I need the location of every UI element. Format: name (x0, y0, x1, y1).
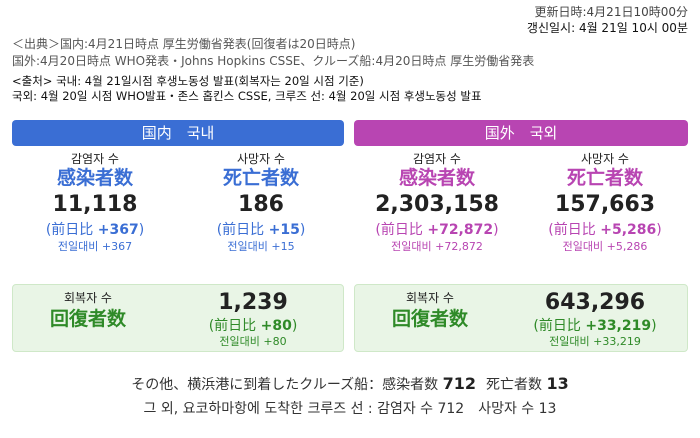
stat-diff: (前日比 +367) (45, 222, 145, 238)
stat-label-jp: 死亡者数 (222, 167, 299, 189)
update-timestamp: 更新日時:4月21日10時00分 갱신일시: 4월 21일 10시 00분 (527, 4, 688, 36)
intl-recovered-box: 회복자 수 回復者数 643,296 (前日比 +33,219) 전일대비 +3… (354, 284, 688, 352)
stat-diff-kr: 전일대비 +367 (57, 240, 133, 253)
domestic-recovered-box: 회복자 수 回復者数 1,239 (前日比 +80) 전일대비 +80 (12, 284, 344, 352)
recovered-figures: 643,296 (前日比 +33,219) 전일대비 +33,219 (505, 289, 685, 349)
stat-label-jp: 回復者数 (391, 308, 468, 330)
stat-diff-kr: 전일대비 +72,872 (391, 240, 483, 253)
recovered-label: 회복자 수 回復者数 (13, 291, 163, 332)
source-intl-jp: 国外:4月20日時点 WHO発表・Johns Hopkins CSSE、クルーズ… (12, 54, 535, 68)
stat-label-kr: 회복자 수 (406, 291, 454, 305)
stat-value: 11,118 (52, 192, 138, 217)
stat-label-kr: 감염자 수 (71, 152, 119, 166)
stat-label-kr: 회복자 수 (64, 291, 112, 305)
stat-diff: (前日比 +15) (216, 222, 306, 238)
stat-diff-kr: 전일대비 +15 (227, 240, 295, 253)
stat-value: 643,296 (544, 290, 646, 315)
stat-diff: (前日比 +33,219) (533, 318, 657, 334)
stat-label-kr: 사망자 수 (581, 152, 629, 166)
update-time-jp: 更新日時:4月21日10時00分 (534, 5, 689, 19)
source-notes: ＜出典＞国内:4月21日時点 厚生労働省発表(回復者は20日時点) 国外:4月2… (12, 36, 612, 104)
stat-diff: (前日比 +72,872) (375, 222, 499, 238)
source-kr-line2: 국외: 4월 20일 시점 WHO발표・존스 홉킨스 CSSE, 크루즈 선: … (12, 89, 482, 103)
stat-label-jp: 死亡者数 (566, 167, 643, 189)
stat-label-jp: 感染者数 (398, 167, 475, 189)
stat-value: 157,663 (554, 192, 656, 217)
recovered-label: 회복자 수 回復者数 (355, 291, 505, 332)
stat-label-kr: 사망자 수 (237, 152, 285, 166)
stat-value: 186 (238, 192, 284, 217)
intl-infected-stat: 감염자 수 感染者数 2,303,158 (前日比 +72,872) 전일대비 … (354, 152, 520, 254)
stat-label-kr: 감염자 수 (413, 152, 461, 166)
update-time-kr: 갱신일시: 4월 21일 10시 00분 (526, 21, 688, 35)
stat-label-jp: 感染者数 (56, 167, 133, 189)
stat-diff-kr: 전일대비 +5,286 (562, 240, 648, 253)
stat-label-jp: 回復者数 (49, 308, 126, 330)
stat-diff-kr: 전일대비 +33,219 (549, 335, 641, 348)
domestic-header: 国内 국내 (12, 120, 344, 146)
stat-value: 1,239 (218, 290, 288, 315)
stat-diff: (前日比 +5,286) (548, 222, 662, 238)
cruise-ship-note-jp: その他、横浜港に到着したクルーズ船：感染者数 712 死亡者数 13 (131, 374, 569, 393)
recovered-figures: 1,239 (前日比 +80) 전일대비 +80 (163, 289, 343, 349)
domestic-deaths-stat: 사망자 수 死亡者数 186 (前日比 +15) 전일대비 +15 (178, 152, 344, 254)
source-kr-line1: <출처> 국내: 4월 21일시점 후생노동성 발표(회복자는 20일 시점 기… (12, 74, 364, 88)
domestic-infected-stat: 감염자 수 感染者数 11,118 (前日比 +367) 전일대비 +367 (12, 152, 178, 254)
stat-diff-kr: 전일대비 +80 (219, 335, 287, 348)
intl-deaths-stat: 사망자 수 死亡者数 157,663 (前日比 +5,286) 전일대비 +5,… (522, 152, 688, 254)
source-domestic-jp: ＜出典＞国内:4月21日時点 厚生労働省発表(回復者は20日時点) (12, 37, 356, 51)
cruise-ship-note-kr: 그 외, 요코하마항에 도착한 크루즈 선 : 감염자 수 712 사망자 수 … (143, 401, 557, 417)
stat-diff: (前日比 +80) (208, 318, 298, 334)
stat-value: 2,303,158 (375, 192, 499, 217)
international-header: 国外 국외 (354, 120, 688, 146)
